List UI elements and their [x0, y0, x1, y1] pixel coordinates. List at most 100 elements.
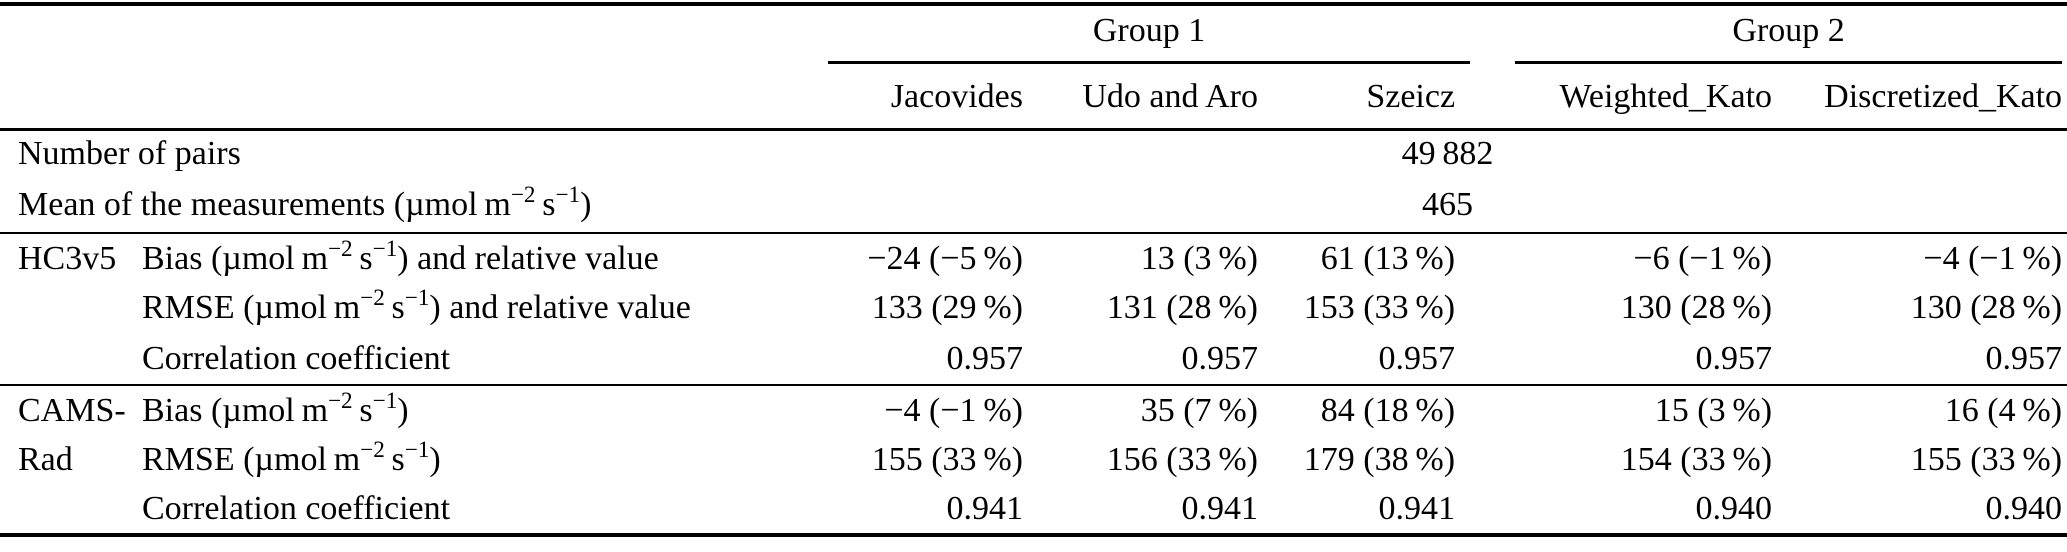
- row-mean-of-measurements: Mean of the measurements (µmol m−2 s−1) …: [0, 177, 2067, 234]
- unit-open: (µmol m: [243, 289, 361, 327]
- hc3v5-correlation-szeicz: 0.957: [1265, 333, 1471, 386]
- unit-open: (µmol m: [393, 185, 511, 223]
- hc3v5-bias-udo-and-aro: 13 (3 %): [1140, 239, 1258, 277]
- row-number-of-pairs: Number of pairs 49 882: [0, 129, 2067, 177]
- unit-exponent-s: −1: [404, 285, 430, 312]
- unit-exponent-m: −2: [328, 235, 353, 262]
- group2-rule: [1515, 60, 2063, 64]
- cams-correlation-row: Correlation coefficient 0.941 0.941 0.94…: [0, 485, 2067, 535]
- spacer-cell: [0, 4, 792, 56]
- unit-mid: s: [384, 441, 405, 479]
- unit-exponent-m: −2: [360, 437, 385, 464]
- mean-measurements-label: Mean of the measurements (µmol m−2 s−1): [0, 177, 792, 234]
- cams-correlation-udo-and-aro: 0.941: [1181, 490, 1259, 528]
- cams-row-label-line2: Rad: [18, 441, 73, 479]
- unit-mid: s: [352, 391, 373, 429]
- unit-umol: (µmol m−2 s−1): [393, 183, 592, 223]
- number-of-pairs-label: Number of pairs: [18, 135, 241, 173]
- unit-close: ): [429, 289, 441, 327]
- spacer-cell: [0, 283, 130, 333]
- hc3v5-rmse-udo-and-aro: 131 (28 %): [1106, 289, 1258, 327]
- hc3v5-row-label: HC3v5: [18, 239, 117, 277]
- unit-close: ): [397, 391, 409, 429]
- unit-umol: (µmol m−2 s−1): [243, 287, 441, 327]
- spacer-cell: [0, 485, 130, 535]
- cams-bias-udo-and-aro: 35 (7 %): [1140, 391, 1258, 429]
- hc3v5-correlation-jacovides: 0.957: [792, 333, 1030, 386]
- relative-suffix-text: and relative value: [408, 239, 659, 277]
- cams-rmse-discretized-kato: 155 (33 %): [1910, 441, 2063, 479]
- hc3v5-rmse-jacovides: 133 (29 %): [871, 289, 1023, 327]
- cams-bias-weighted-kato: 15 (3 %): [1654, 391, 1773, 429]
- hc3v5-bias-row: HC3v5 Bias (µmol m−2 s−1) and relative v…: [0, 233, 2067, 283]
- mean-label-text: Mean of the measurements: [18, 185, 394, 223]
- cams-correlation-szeicz: 0.941: [1378, 490, 1456, 528]
- cams-rmse-weighted-kato: 154 (33 %): [1620, 441, 1773, 479]
- number-of-pairs-value: 49 882: [1401, 135, 1494, 173]
- unit-close: ): [397, 239, 409, 277]
- unit-close: ): [429, 441, 441, 479]
- unit-mid: s: [352, 239, 373, 277]
- unit-open: (µmol m: [243, 441, 361, 479]
- cams-rmse-label: RMSE (µmol m−2 s−1): [130, 435, 792, 485]
- cams-rmse-jacovides: 155 (33 %): [871, 441, 1023, 479]
- hc3v5-bias-label: Bias (µmol m−2 s−1) and relative value: [130, 233, 792, 283]
- col-header-weighted-kato: Weighted_Kato: [1470, 66, 1788, 131]
- group2-header: Group 2: [1732, 12, 1845, 50]
- unit-mid: s: [535, 185, 556, 223]
- unit-exponent-m: −2: [510, 181, 536, 208]
- unit-umol: (µmol m−2 s−1): [243, 439, 441, 479]
- hc3v5-rmse-label: RMSE (µmol m−2 s−1) and relative value: [130, 283, 792, 333]
- unit-umol: (µmol m−2 s−1): [210, 389, 409, 429]
- relative-suffix-text: and relative value: [440, 289, 691, 327]
- spacer-cell: [0, 56, 792, 66]
- col-header-udo-and-aro: Udo and Aro: [1030, 66, 1265, 131]
- cams-bias-jacovides: −4 (−1 %): [884, 391, 1023, 429]
- spacer-cell: [0, 333, 130, 386]
- unit-open: (µmol m: [210, 239, 329, 277]
- hc3v5-bias-discretized-kato: −4 (−1 %): [1923, 239, 2063, 277]
- hc3v5-correlation-label: Correlation coefficient: [130, 333, 792, 386]
- unit-exponent-m: −2: [360, 285, 385, 312]
- cams-row-label-line1: CAMS-: [18, 391, 126, 429]
- unit-exponent-m: −2: [328, 387, 353, 414]
- cams-bias-label: Bias (µmol m−2 s−1): [130, 385, 792, 435]
- group2-rule-cell: [1470, 56, 2067, 66]
- unit-umol: (µmol m−2 s−1): [210, 237, 409, 277]
- unit-exponent-s: −1: [555, 181, 581, 208]
- hc3v5-bias-jacovides: −24 (−5 %): [867, 239, 1023, 277]
- hc3v5-correlation-row: Correlation coefficient 0.957 0.957 0.95…: [0, 333, 2067, 386]
- hc3v5-bias-szeicz: 61 (13 %): [1320, 239, 1456, 277]
- hc3v5-rmse-row: RMSE (µmol m−2 s−1) and relative value 1…: [0, 283, 2067, 333]
- col-header-discretized-kato: Discretized_Kato: [1787, 66, 2067, 131]
- spacer-cell: [0, 66, 792, 131]
- bias-label-text: Bias: [142, 239, 211, 277]
- hc3v5-correlation-udo-and-aro: 0.957: [1030, 333, 1265, 386]
- unit-mid: s: [384, 289, 405, 327]
- cams-rmse-szeicz: 179 (38 %): [1303, 441, 1456, 479]
- group-underline-row: [0, 56, 2067, 66]
- hc3v5-rmse-weighted-kato: 130 (28 %): [1620, 289, 1773, 327]
- hc3v5-rmse-szeicz: 153 (33 %): [1303, 289, 1456, 327]
- col-header-jacovides: Jacovides: [792, 66, 1030, 131]
- unit-open: (µmol m: [210, 391, 329, 429]
- group1-rule-cell: [792, 56, 1471, 66]
- cams-bias-row: CAMS- Bias (µmol m−2 s−1) −4 (−1 %) 35 (…: [0, 385, 2067, 435]
- cams-bias-szeicz: 84 (18 %): [1320, 391, 1456, 429]
- cams-correlation-discretized-kato: 0.940: [1985, 490, 2063, 528]
- cams-rmse-row: Rad RMSE (µmol m−2 s−1) 155 (33 %) 156 (…: [0, 435, 2067, 485]
- col-header-szeicz: Szeicz: [1265, 66, 1471, 131]
- cams-correlation-weighted-kato: 0.940: [1695, 490, 1773, 528]
- group-header-row: Group 1 Group 2: [0, 4, 2067, 56]
- unit-close: ): [580, 185, 592, 223]
- rmse-label-text: RMSE: [142, 441, 244, 479]
- rmse-label-text: RMSE: [142, 289, 244, 327]
- cams-bias-discretized-kato: 16 (4 %): [1944, 391, 2063, 429]
- unit-exponent-s: −1: [372, 235, 398, 262]
- group1-header: Group 1: [1092, 12, 1206, 50]
- unit-exponent-s: −1: [372, 387, 398, 414]
- unit-exponent-s: −1: [404, 437, 430, 464]
- hc3v5-bias-weighted-kato: −6 (−1 %): [1633, 239, 1773, 277]
- results-table: Group 1 Group 2 Jacovides Udo and Aro Sz…: [0, 2, 2067, 537]
